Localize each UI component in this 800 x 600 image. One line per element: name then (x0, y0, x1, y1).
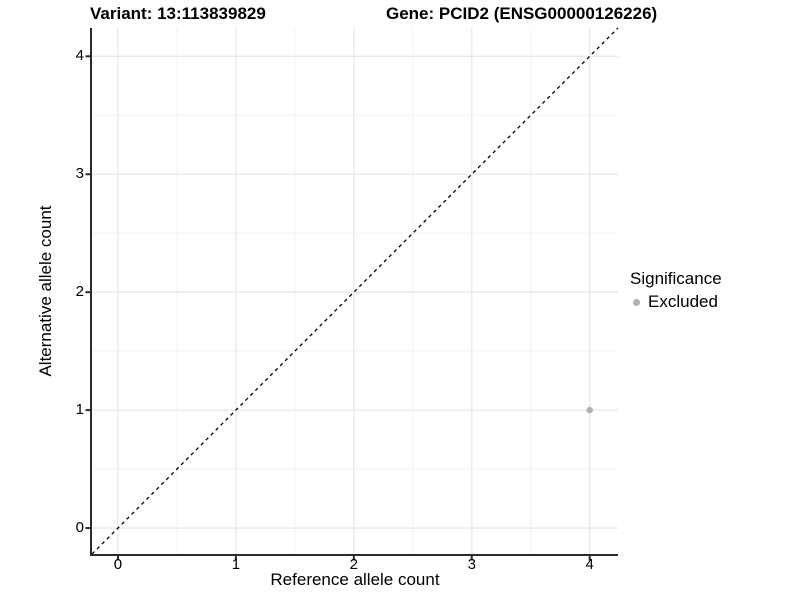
variant-title: Variant: 13:113839829 (90, 4, 266, 23)
legend-item-excluded: Excluded (630, 292, 722, 312)
y-tick-label: 4 (75, 47, 84, 65)
legend: Significance Excluded (630, 269, 722, 312)
x-tick-label: 0 (113, 556, 123, 573)
x-axis-label: Reference allele count (270, 570, 440, 589)
legend-item-label: Excluded (648, 292, 718, 311)
y-tick-label: 3 (75, 165, 84, 183)
data-point (586, 406, 593, 414)
y-tick-label: 0 (75, 519, 84, 537)
excluded-point-icon (633, 298, 640, 306)
identity-line (91, 27, 619, 555)
x-tick-label: 3 (467, 556, 476, 573)
x-tick-label: 1 (231, 556, 241, 573)
legend-title: Significance (630, 269, 722, 288)
gene-title: Gene: PCID2 (ENSG00000126226) (386, 4, 658, 23)
x-tick-label: 4 (585, 556, 594, 573)
plot-panel (85, 27, 619, 561)
y-tick-label: 1 (75, 401, 84, 419)
chart-canvas (85, 27, 619, 561)
x-tick-label: 2 (349, 556, 358, 573)
y-tick-label: 2 (75, 283, 84, 301)
